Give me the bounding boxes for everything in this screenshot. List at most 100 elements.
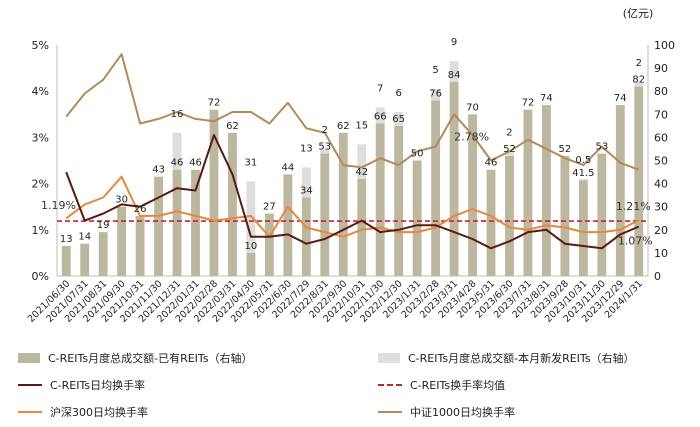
legend-swatch-new [378, 353, 400, 363]
bar-existing [154, 176, 164, 276]
bar-existing-label: 84 [448, 70, 461, 81]
bar-new [301, 167, 311, 198]
legend-swatch-creits [18, 384, 42, 386]
bar-existing [135, 215, 145, 276]
avg-annotation: 1.19% [41, 199, 76, 212]
right-tick-label: 30 [654, 201, 668, 214]
bar-existing-label: 19 [97, 220, 110, 231]
bar-new-label: 0.5 [575, 155, 591, 166]
bar-existing [357, 178, 367, 276]
legend-item-new: C-REITs月度总成交额-本月新发REITs（右轴） [378, 350, 635, 366]
bar-existing-label: 65 [392, 114, 405, 125]
right-tick-label: 20 [654, 224, 668, 237]
bar-existing [98, 232, 108, 276]
bar-new-label: 2 [506, 127, 512, 138]
turnover-chart: (亿元) 0%1%2%3%4%5%0102030405060708090100 … [26, 7, 675, 325]
bar-existing [172, 169, 182, 276]
bar-existing [117, 206, 127, 276]
x-tick-labels: 2021/06/302021/07/312021/08/312021/09/30… [26, 278, 645, 325]
bar-existing-label: 46 [171, 158, 184, 169]
bar-existing-label: 27 [263, 202, 276, 213]
line-csi1000 [65, 53, 640, 171]
legend-item-csi1000: 中证1000日均换手率 [378, 404, 515, 420]
bar-existing [449, 81, 459, 277]
bar-new [357, 144, 367, 179]
bar-existing-label: 46 [485, 158, 498, 169]
bar-new [172, 132, 182, 170]
bar-new [394, 111, 404, 126]
left-tick-label: 5% [32, 39, 49, 52]
bar-new-label: 9 [451, 37, 457, 48]
bar-existing [578, 180, 588, 276]
legend-label-new: C-REITs月度总成交额-本月新发REITs（右轴） [408, 352, 635, 365]
legend-swatch-csi1000 [378, 411, 402, 413]
line-hs300 [65, 175, 640, 238]
bar-existing-label: 82 [632, 75, 645, 86]
legend-label-csi1000: 中证1000日均换手率 [410, 406, 515, 419]
bar-existing [523, 109, 533, 277]
bar-existing-label: 72 [522, 98, 535, 109]
bar-existing [320, 153, 330, 276]
bar-existing-label: 53 [318, 142, 331, 153]
right-tick-label: 40 [654, 178, 668, 191]
csi1000-annotation: 2.78% [454, 130, 489, 143]
bar-existing [338, 132, 348, 276]
bar-existing-label: 53 [595, 142, 608, 153]
bar-existing-label: 44 [281, 162, 294, 173]
bar-existing-label: 30 [115, 195, 128, 206]
bar-existing [560, 155, 570, 276]
bar-existing-label: 43 [152, 165, 165, 176]
legend-label-hs300: 沪深300日均换手率 [50, 406, 148, 419]
bar-existing-label: 76 [429, 88, 442, 99]
bar-new [505, 151, 514, 156]
bar-new-label: 7 [377, 83, 383, 94]
bar-new [431, 88, 441, 101]
legend-swatch-hs300 [18, 411, 42, 413]
legend-item-hs300: 沪深300日均换手率 [18, 404, 148, 420]
bar-existing [597, 153, 607, 276]
bar-new [578, 178, 588, 181]
bar-new-label: 6 [395, 88, 401, 99]
right-tick-label: 50 [654, 155, 668, 168]
right-tick-label: 10 [654, 247, 668, 260]
bar-existing-label: 10 [245, 241, 258, 252]
bar-existing-label: 52 [559, 144, 572, 155]
bar-existing [615, 105, 625, 276]
bar-series [61, 61, 644, 277]
bar-existing [486, 169, 496, 276]
bar-new-label: 5 [432, 65, 438, 76]
right-tick-label: 80 [654, 85, 668, 98]
bar-existing-label: 62 [226, 121, 239, 132]
legend-swatch-avg [378, 384, 402, 386]
legend-label-creits: C-REITs日均换手率 [50, 379, 146, 392]
legend: C-REITs月度总成交额-已有REITs（右轴） C-REITs月度总成交额-… [0, 340, 700, 427]
right-tick-label: 0 [654, 270, 661, 283]
bar-new [449, 61, 459, 82]
left-tick-label: 1% [32, 224, 49, 237]
right-axis-unit: (亿元) [623, 7, 654, 20]
bar-existing-label: 26 [134, 204, 147, 215]
bar-new-label: 15 [355, 120, 368, 131]
right-tick-label: 70 [654, 108, 668, 121]
creits-end-annotation: 1.07% [618, 235, 653, 248]
bar-existing-label: 62 [337, 121, 350, 132]
bar-existing [505, 155, 514, 276]
bar-new-label: 16 [171, 109, 184, 120]
left-tick-label: 0% [32, 270, 49, 283]
bar-existing-label: 70 [466, 102, 479, 113]
bar-existing [301, 197, 311, 276]
bar-existing-label: 74 [614, 93, 627, 104]
bar-existing [80, 243, 90, 276]
bar-new [320, 148, 330, 154]
bar-existing [468, 114, 477, 276]
hs300-end-annotation: 1.21% [616, 200, 651, 213]
line-series [57, 53, 648, 250]
bar-existing-label: 13 [60, 234, 73, 245]
bar-existing [634, 86, 644, 276]
bar-new-label: 13 [300, 143, 313, 154]
bar-existing-label: 46 [189, 158, 202, 169]
bar-existing [394, 125, 404, 276]
right-tick-label: 60 [654, 131, 668, 144]
legend-label-existing: C-REITs月度总成交额-已有REITs（右轴） [48, 352, 253, 365]
